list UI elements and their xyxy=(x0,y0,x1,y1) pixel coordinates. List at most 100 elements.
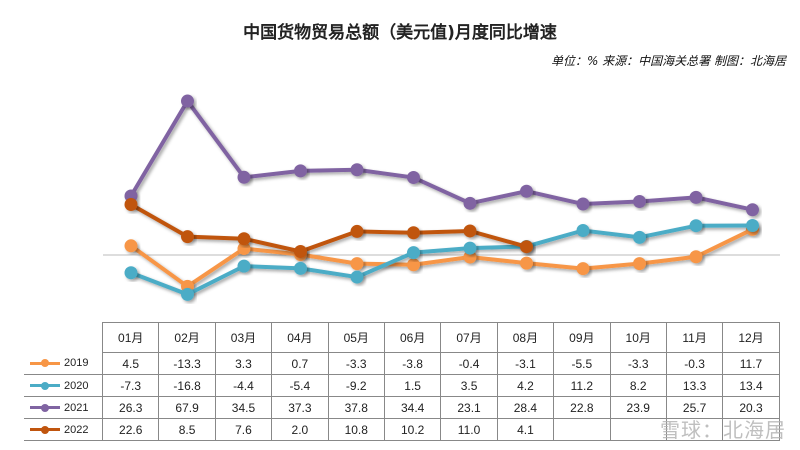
data-point-2022-7 xyxy=(463,224,477,238)
data-label: 22.6 xyxy=(101,418,160,441)
data-label: 8.5 xyxy=(158,418,216,441)
data-point-2020-7 xyxy=(463,241,477,255)
data-point-2020-4 xyxy=(294,261,307,275)
data-label: -7.3 xyxy=(101,374,160,397)
empty-cell xyxy=(722,418,780,441)
month-header: 05月 xyxy=(327,322,385,353)
data-point-2020-9 xyxy=(576,223,590,237)
data-label: 13.4 xyxy=(722,374,780,397)
legend-entry: 2021 xyxy=(24,396,103,419)
month-header: 02月 xyxy=(158,322,216,353)
data-point-2019-1 xyxy=(124,239,138,253)
data-label: 34.4 xyxy=(383,396,442,419)
month-header: 09月 xyxy=(553,322,611,353)
data-label: 22.8 xyxy=(553,396,611,419)
data-point-2019-5 xyxy=(350,257,364,271)
legend-swatch xyxy=(30,425,60,434)
legend-label: 2019 xyxy=(64,357,89,370)
data-label: 4.5 xyxy=(101,352,160,375)
table-row: 2019 4.5 -13.3 3.3 0.7 -3.3 -3.8 -0.4 -3.1 -5.5 -3… xyxy=(24,352,780,375)
data-label: 10.8 xyxy=(327,418,385,441)
data-point-2021-6 xyxy=(407,171,420,185)
data-label: 23.1 xyxy=(440,396,498,419)
data-label: -13.3 xyxy=(158,352,216,375)
data-label: -3.1 xyxy=(496,352,555,375)
data-point-2021-10 xyxy=(633,195,646,209)
data-label: 37.3 xyxy=(271,396,329,419)
month-header: 10月 xyxy=(609,322,667,353)
data-point-2020-1 xyxy=(124,266,138,280)
empty-cell xyxy=(609,418,667,441)
data-point-2022-8 xyxy=(520,240,533,254)
data-label: 4.2 xyxy=(496,374,555,397)
data-point-2021-7 xyxy=(463,196,477,210)
data-point-2020-10 xyxy=(633,230,646,244)
month-header: 03月 xyxy=(214,322,273,353)
month-header: 08月 xyxy=(496,322,555,353)
data-label: 37.8 xyxy=(327,396,385,419)
data-point-2019-11 xyxy=(689,250,703,264)
legend-swatch xyxy=(30,381,60,390)
watermark: 雪球：北海居 xyxy=(660,418,786,442)
month-header: 11月 xyxy=(665,322,724,353)
data-label: 10.2 xyxy=(383,418,442,441)
data-label: -3.8 xyxy=(383,352,442,375)
data-point-2020-12 xyxy=(746,218,759,232)
data-point-2022-5 xyxy=(350,224,364,238)
data-label: 3.3 xyxy=(214,352,273,375)
data-label: 11.2 xyxy=(553,374,611,397)
month-header: 12月 xyxy=(722,322,780,353)
legend-label: 2022 xyxy=(64,423,89,436)
series-line-2021 xyxy=(129,97,753,212)
data-point-2021-12 xyxy=(746,203,759,217)
data-point-2021-8 xyxy=(520,184,533,198)
data-label: -0.3 xyxy=(665,352,724,375)
month-header: 04月 xyxy=(271,322,329,353)
data-point-2020-6 xyxy=(407,246,420,260)
month-header: 06月 xyxy=(383,322,442,353)
table-row: 2020 -7.3 -16.8 -4.4 -5.4 -9.2 1.5 3.5 4.2 11.2 8.… xyxy=(24,374,780,397)
series-line-2019 xyxy=(129,227,754,289)
data-label: 4.1 xyxy=(496,418,555,441)
data-point-2021-3 xyxy=(237,170,251,184)
data-label: 1.5 xyxy=(383,374,442,397)
chart-subtitle: 单位：% 来源：中国海关总署 制图：北海居 xyxy=(550,54,786,68)
data-point-2021-2 xyxy=(181,94,194,108)
data-label: 8.2 xyxy=(609,374,667,397)
data-point-2020-5 xyxy=(350,270,364,284)
line-chart xyxy=(103,94,780,301)
data-label: 7.6 xyxy=(214,418,273,441)
series-line-2020 xyxy=(130,223,753,297)
data-point-2020-3 xyxy=(237,259,251,273)
data-point-2021-5 xyxy=(350,163,364,177)
series-line-2022 xyxy=(130,202,528,254)
data-label: 26.3 xyxy=(101,396,160,419)
data-point-2021-9 xyxy=(576,197,590,211)
data-label: -3.3 xyxy=(327,352,385,375)
legend-label: 2020 xyxy=(64,379,89,392)
legend-label: 2021 xyxy=(64,401,89,414)
data-point-2022-6 xyxy=(407,226,420,240)
chart-title: 中国货物贸易总额（美元值)月度同比增速 xyxy=(243,23,557,43)
data-label: 13.3 xyxy=(665,374,724,397)
data-label: 67.9 xyxy=(158,396,216,419)
data-point-2022-2 xyxy=(181,230,194,244)
data-label: -16.8 xyxy=(158,374,216,397)
data-label: 11.0 xyxy=(440,418,498,441)
data-label: 28.4 xyxy=(496,396,555,419)
data-point-2022-4 xyxy=(294,245,307,259)
data-label: 2.0 xyxy=(271,418,329,441)
data-point-2022-3 xyxy=(237,232,251,246)
data-label: -9.2 xyxy=(327,374,385,397)
data-point-2019-7 xyxy=(463,250,477,264)
data-table: 01月 02月 03月 04月 05月 06月 07月 08月 09月 10月 11月 12月 2019… xyxy=(24,322,780,441)
data-label: -0.4 xyxy=(440,352,498,375)
legend-swatch xyxy=(30,403,60,412)
data-label: 23.9 xyxy=(609,396,667,419)
table-row: 2022 22.6 8.5 7.6 2.0 10.8 10.2 11.0 4.1 xyxy=(24,418,780,441)
data-point-2022-1 xyxy=(124,197,138,211)
data-label: 11.7 xyxy=(722,352,780,375)
data-point-2021-4 xyxy=(294,164,307,178)
data-point-2019-6 xyxy=(407,258,420,272)
legend-entry: 2020 xyxy=(24,374,103,397)
